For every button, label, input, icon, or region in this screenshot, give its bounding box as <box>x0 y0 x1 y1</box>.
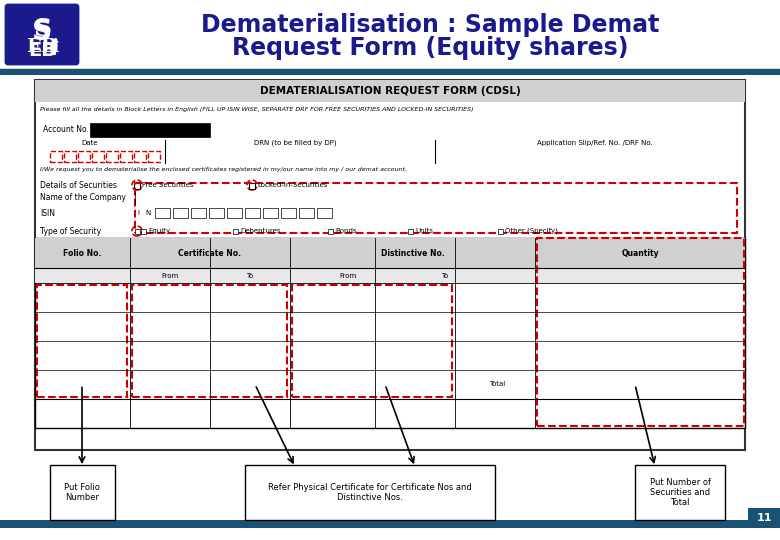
Text: DRN (to be filled by DP): DRN (to be filled by DP) <box>254 140 336 146</box>
Bar <box>748 508 780 528</box>
Bar <box>227 208 242 218</box>
Bar <box>132 285 287 397</box>
Bar <box>191 208 206 218</box>
Bar <box>299 208 314 218</box>
Text: I/We request you to dematerialise the enclosed certificates registered in my/our: I/We request you to dematerialise the en… <box>40 167 407 172</box>
Bar <box>245 208 260 218</box>
Text: Certificate No.: Certificate No. <box>179 248 242 258</box>
Bar <box>37 285 127 397</box>
Bar <box>245 465 495 520</box>
Bar <box>0 520 780 528</box>
Text: Refer Physical Certificate for Certificate Nos and
Distinctive Nos.: Refer Physical Certificate for Certifica… <box>268 483 472 502</box>
Text: Folio No.: Folio No. <box>63 248 101 258</box>
Text: EB: EB <box>27 38 58 56</box>
Text: Debentures: Debentures <box>240 228 281 234</box>
Text: From: From <box>161 273 179 279</box>
Bar <box>35 80 745 450</box>
FancyBboxPatch shape <box>6 5 78 64</box>
Text: Units: Units <box>415 228 433 234</box>
Bar <box>233 229 238 234</box>
Text: S: S <box>32 18 52 46</box>
Text: Put Number of
Securities and
Total: Put Number of Securities and Total <box>650 477 711 508</box>
Text: Total: Total <box>489 381 505 388</box>
Text: Put Folio
Number: Put Folio Number <box>64 483 100 502</box>
Text: From: From <box>339 273 356 279</box>
Bar <box>317 208 332 218</box>
Bar <box>134 183 140 189</box>
Text: Application Slip/Ref. No. /DRF No.: Application Slip/Ref. No. /DRF No. <box>537 140 653 146</box>
Text: To: To <box>246 273 254 279</box>
Bar <box>155 208 170 218</box>
Bar <box>90 123 210 137</box>
Text: Distinctive No.: Distinctive No. <box>381 248 445 258</box>
Bar <box>35 268 745 283</box>
Text: Bonds: Bonds <box>335 228 356 234</box>
Text: Dematerialisation : Sample Demat: Dematerialisation : Sample Demat <box>200 13 659 37</box>
Bar <box>92 151 104 162</box>
Text: EB: EB <box>28 40 56 59</box>
Bar <box>173 208 188 218</box>
Text: Equity: Equity <box>148 228 170 234</box>
Bar <box>134 151 146 162</box>
Text: S: S <box>33 17 51 41</box>
Text: Quantity: Quantity <box>621 248 659 258</box>
Bar <box>64 151 76 162</box>
Bar <box>35 238 745 428</box>
Text: Name of the Company: Name of the Company <box>40 193 126 202</box>
Text: ISIN: ISIN <box>40 208 55 218</box>
Text: Free Securities: Free Securities <box>142 182 193 188</box>
Text: Account No.: Account No. <box>43 125 89 134</box>
Bar <box>35 238 745 268</box>
Bar <box>635 465 725 520</box>
Bar <box>106 151 118 162</box>
Bar <box>148 151 160 162</box>
Bar <box>292 285 452 397</box>
Bar <box>263 208 278 218</box>
Bar <box>281 208 296 218</box>
Bar <box>141 229 146 234</box>
Text: Type of Security: Type of Security <box>40 226 101 235</box>
Bar <box>209 208 224 218</box>
Text: N: N <box>145 210 151 216</box>
Bar <box>50 465 115 520</box>
Bar <box>249 183 255 189</box>
Bar <box>120 151 132 162</box>
Bar <box>78 151 90 162</box>
Text: Please fill all the details in Block Letters in English (FILL UP ISIN WISE, SEPA: Please fill all the details in Block Let… <box>40 107 473 112</box>
Text: DEMATERIALISATION REQUEST FORM (CDSL): DEMATERIALISATION REQUEST FORM (CDSL) <box>260 86 520 96</box>
Text: To: To <box>441 273 448 279</box>
Bar <box>498 229 503 234</box>
Text: i: i <box>51 38 58 56</box>
Text: Other (Specify): Other (Specify) <box>505 228 558 234</box>
Bar <box>135 229 140 234</box>
Bar <box>408 229 413 234</box>
Bar <box>135 183 737 233</box>
Text: i: i <box>52 41 58 59</box>
Text: Details of Securities: Details of Securities <box>40 180 117 190</box>
Text: Locked-in-Securities: Locked-in-Securities <box>257 182 328 188</box>
Bar <box>0 70 780 75</box>
Text: 11: 11 <box>757 513 771 523</box>
Text: Request Form (Equity shares): Request Form (Equity shares) <box>232 36 628 60</box>
Text: Date: Date <box>82 140 98 146</box>
Bar <box>537 238 744 426</box>
Text: I: I <box>137 210 139 216</box>
Bar <box>35 80 745 102</box>
Bar <box>328 229 333 234</box>
Bar <box>50 151 62 162</box>
